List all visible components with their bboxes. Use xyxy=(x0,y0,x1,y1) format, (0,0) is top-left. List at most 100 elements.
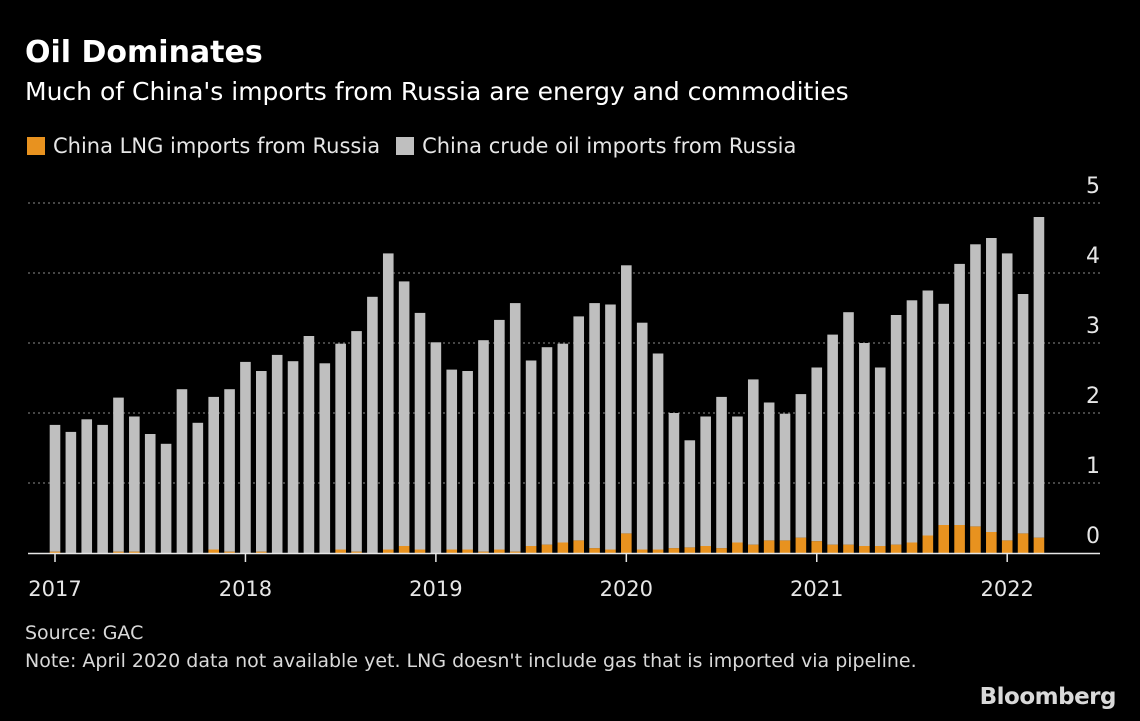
bar-crude xyxy=(382,253,394,550)
bar-lng xyxy=(716,548,727,553)
source-note: Source: GAC xyxy=(25,622,144,644)
x-tick-label: 2021 xyxy=(790,577,843,601)
bar-lng xyxy=(1017,533,1029,553)
bar-crude xyxy=(271,354,283,553)
bar-crude xyxy=(494,319,505,550)
bar-lng xyxy=(795,537,807,553)
bar-crude xyxy=(589,303,600,549)
bar-crude xyxy=(160,443,172,553)
bar-lng xyxy=(732,542,743,553)
bar-crude xyxy=(398,281,410,546)
bar-lng xyxy=(525,546,537,553)
bar-crude xyxy=(636,322,648,550)
bar-crude xyxy=(49,424,61,552)
chart-subtitle: Much of China's imports from Russia are … xyxy=(25,77,849,106)
legend-item-crude: China crude oil imports from Russia xyxy=(396,134,796,158)
bar-crude xyxy=(859,343,870,546)
bar-lng xyxy=(636,549,648,553)
bar-lng xyxy=(843,544,854,553)
legend-item-lng: China LNG imports from Russia xyxy=(27,134,380,158)
x-tick-label: 2020 xyxy=(600,577,653,601)
bar-crude xyxy=(684,440,696,548)
bar-crude xyxy=(700,416,711,546)
legend-label-crude: China crude oil imports from Russia xyxy=(422,134,797,158)
bar-crude xyxy=(938,303,950,525)
bar-lng xyxy=(605,549,616,553)
y-tick-label: 1 xyxy=(1086,454,1100,479)
bar-lng xyxy=(414,549,426,553)
bar-lng xyxy=(573,540,585,553)
bar-lng xyxy=(890,544,902,553)
bar-crude xyxy=(509,303,521,552)
bar-crude xyxy=(351,331,362,552)
legend-swatch-crude xyxy=(396,137,415,155)
bar-crude xyxy=(970,244,981,527)
bar-lng xyxy=(462,549,473,553)
y-tick-label: 0 xyxy=(1086,524,1100,549)
bar-crude xyxy=(986,238,997,532)
bar-crude xyxy=(827,334,838,545)
bar-lng xyxy=(494,549,505,553)
bar-lng xyxy=(129,551,140,553)
bar-crude xyxy=(1001,253,1013,541)
bar-crude xyxy=(652,353,664,550)
bar-crude xyxy=(843,312,854,545)
bar-lng xyxy=(811,541,823,553)
bar-lng xyxy=(1001,540,1013,553)
bar-crude xyxy=(605,304,616,550)
bar-crude xyxy=(779,413,791,541)
legend-label-lng: China LNG imports from Russia xyxy=(53,134,381,158)
x-tick-label: 2019 xyxy=(409,577,462,601)
bar-lng xyxy=(208,549,219,553)
bar-lng xyxy=(557,542,569,553)
bar-lng xyxy=(986,532,997,553)
bar-crude xyxy=(129,416,140,552)
bar-crude xyxy=(208,396,219,550)
bar-crude xyxy=(446,369,458,550)
y-tick-label: 5 xyxy=(1086,174,1100,199)
bar-lng xyxy=(779,540,791,553)
bar-crude xyxy=(287,361,299,553)
x-tick-label: 2022 xyxy=(980,577,1033,601)
bar-crude xyxy=(240,361,251,553)
footnote: Note: April 2020 data not available yet.… xyxy=(25,650,917,672)
bar-lng xyxy=(652,549,664,553)
legend: China LNG imports from Russia China crud… xyxy=(27,134,812,158)
bar-lng xyxy=(684,547,696,553)
bar-lng xyxy=(827,544,838,553)
bar-crude xyxy=(732,416,743,543)
bar-lng xyxy=(1033,537,1045,553)
bloomberg-logo: Bloomberg xyxy=(979,684,1117,710)
bar-lng xyxy=(970,526,981,553)
bar-crude xyxy=(65,431,77,553)
legend-swatch-lng xyxy=(27,137,45,155)
bar-crude xyxy=(716,396,727,549)
bar-crude xyxy=(811,367,823,542)
bar-crude xyxy=(795,394,807,538)
bar-crude xyxy=(763,402,775,541)
chart-title: Oil Dominates xyxy=(25,35,263,70)
bar-lng xyxy=(224,551,235,553)
bar-lng xyxy=(382,549,394,553)
bar-lng xyxy=(256,551,267,553)
bar-crude xyxy=(81,419,93,553)
bar-lng xyxy=(859,546,870,553)
bar-lng xyxy=(938,525,950,553)
bar-lng xyxy=(922,535,934,553)
bar-crude xyxy=(224,389,235,552)
bar-crude xyxy=(256,371,267,552)
y-tick-label: 2 xyxy=(1086,384,1100,409)
bar-lng xyxy=(621,533,632,553)
bar-lng xyxy=(335,549,346,553)
bar-lng xyxy=(954,525,965,553)
bar-crude xyxy=(367,296,378,553)
bar-crude xyxy=(557,343,569,543)
bar-crude xyxy=(1033,217,1045,538)
bar-crude xyxy=(176,389,188,553)
bar-crude xyxy=(747,379,759,545)
bar-crude xyxy=(192,422,204,553)
y-tick-label: 4 xyxy=(1086,244,1100,269)
bar-crude xyxy=(430,342,442,553)
bar-crude xyxy=(922,290,934,536)
bar-crude xyxy=(573,316,585,541)
